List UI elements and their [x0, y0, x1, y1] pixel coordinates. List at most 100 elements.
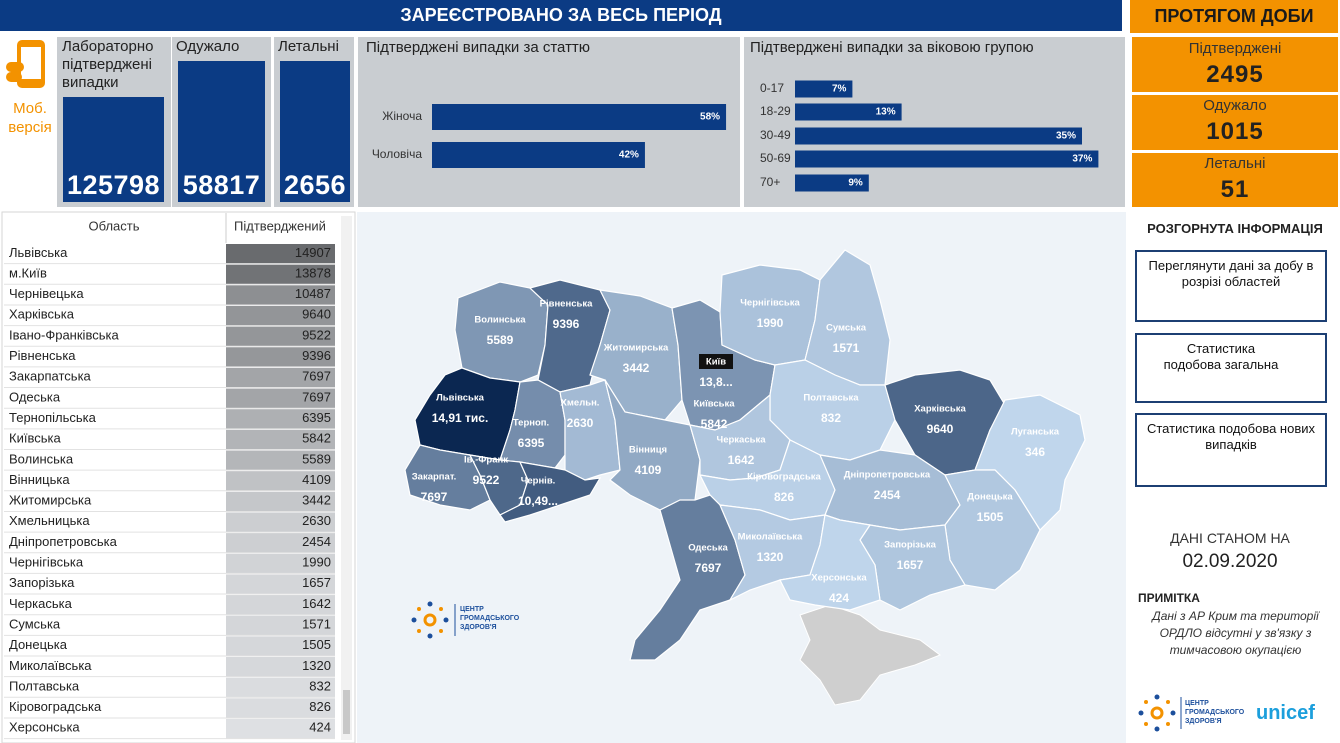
region-label: Рівненська	[540, 299, 593, 310]
region-name: Хмельницька	[9, 513, 90, 528]
scroll-thumb[interactable]	[343, 690, 350, 734]
link-button[interactable]: Переглянути дані за добу в розрізі облас…	[1135, 250, 1327, 322]
value-label: 58%	[700, 112, 720, 123]
value-shade	[226, 409, 335, 429]
region-value: 10487	[295, 286, 331, 301]
date: 02.09.2020	[1182, 551, 1278, 572]
city-label-box	[699, 354, 733, 369]
region-label: Терноп.	[513, 418, 549, 429]
region-label: Запорізька	[884, 540, 937, 551]
link-text[interactable]: Статистика подобова нових випадків	[1146, 421, 1316, 452]
value-label: 7%	[832, 84, 847, 95]
region-label: Львівська	[436, 393, 484, 404]
partner-logo: unicef	[1256, 702, 1315, 724]
value-shade	[226, 512, 335, 533]
region-value: 1505	[302, 637, 331, 652]
kpi-label: Лабораторно підтверджені випадки	[62, 38, 154, 91]
region-label: Миколаївська	[738, 532, 803, 543]
bar	[795, 174, 869, 192]
daily-header-bar	[1130, 0, 1338, 33]
chart-title: Підтверджені випадки за віковою групою	[750, 39, 1034, 56]
bar	[795, 127, 1082, 145]
value-shade	[226, 533, 335, 553]
region-label: Житомирська	[603, 343, 669, 354]
map-region	[719, 264, 821, 366]
bar	[432, 104, 727, 130]
mobile-link[interactable]: Моб. версія	[8, 100, 52, 136]
link-text[interactable]: Статистика подобова загальна	[1163, 341, 1279, 372]
region-name: Рівненська	[9, 348, 76, 363]
category-label: Жіноча	[382, 109, 422, 123]
link-button[interactable]: Статистика подобова загальна	[1135, 333, 1327, 403]
value-shade	[226, 264, 335, 285]
region-label: Волинська	[474, 315, 526, 326]
region-value: 826	[309, 699, 331, 714]
map-region	[499, 461, 602, 523]
region-value: 7697	[421, 490, 448, 504]
region-value: 4109	[635, 463, 662, 477]
value-shade	[226, 367, 335, 388]
region-value: 1505	[977, 510, 1004, 524]
value-shade	[226, 595, 335, 615]
region-name: Вінницька	[9, 472, 70, 487]
footer-logo-icon	[1138, 694, 1176, 732]
phone-icon[interactable]	[6, 40, 45, 88]
daily-card	[1132, 37, 1338, 92]
footer-logo: ЦЕНТР ГРОМАДСЬКОГО ЗДОРОВ'Я	[1185, 699, 1244, 726]
region-value: 13878	[295, 265, 331, 280]
region-label: Чернігівська	[740, 298, 800, 309]
region-value: 826	[774, 490, 794, 504]
value-shade	[226, 450, 335, 471]
scrollbar[interactable]	[341, 216, 352, 740]
value-shade	[226, 388, 335, 409]
logo-line: ЦЕНТР	[1185, 700, 1209, 707]
link-text[interactable]: Переглянути дані за добу в розрізі облас…	[1148, 258, 1314, 289]
region-value: 1571	[833, 341, 860, 355]
region-label: Луганська	[1011, 427, 1060, 438]
value-shade	[226, 574, 335, 595]
bar	[795, 103, 902, 121]
region-label: Київ	[706, 357, 726, 368]
region-name: Одеська	[9, 389, 61, 404]
kpi-value: 58817	[182, 170, 261, 200]
link-button[interactable]: Статистика подобова нових випадків	[1135, 413, 1327, 487]
region-value: 7697	[302, 369, 331, 384]
kpi-label: Одужало	[176, 38, 240, 55]
value-label: 13%	[876, 107, 896, 118]
note: Дані з АР Крим та території ОРДЛО відсут…	[1152, 609, 1319, 657]
region-label: Черкаська	[717, 435, 767, 446]
value-shade	[226, 305, 335, 326]
region-value: 13,8...	[699, 375, 732, 389]
map-logo-icon	[411, 601, 449, 639]
logo-line: ГРОМАДСЬКОГО	[1185, 709, 1245, 716]
region-value: 2454	[302, 534, 331, 549]
value-shade	[226, 471, 335, 491]
region-name: Херсонська	[9, 720, 80, 735]
daily-value: 2495	[1206, 61, 1264, 88]
region-label: Харківська	[914, 404, 966, 415]
daily-value: 51	[1220, 176, 1250, 203]
region-value: 346	[1025, 445, 1045, 459]
value-shade	[226, 326, 335, 347]
region-value: 2630	[567, 416, 594, 430]
value-shade	[226, 677, 335, 698]
map-region	[559, 379, 621, 481]
region-value: 14,91 тис.	[432, 411, 489, 425]
value-shade	[226, 553, 335, 574]
region-value: 1657	[302, 575, 331, 590]
value-label: 35%	[1056, 131, 1076, 142]
value-label: 37%	[1072, 154, 1092, 165]
region-value: 14907	[295, 245, 331, 260]
region-label: Хмельн.	[561, 398, 600, 409]
kpi-value: 125798	[66, 170, 161, 200]
region-value: 424	[309, 720, 331, 735]
daily-label: Підтверджені	[1188, 40, 1282, 57]
category-label: 50-69	[760, 151, 791, 165]
value-label: 42%	[619, 150, 639, 161]
region-label: Чернів.	[521, 476, 556, 487]
category-label: 30-49	[760, 128, 791, 142]
region-name: Запорізька	[9, 575, 75, 590]
region-label: Полтавська	[803, 393, 859, 404]
region-name: м.Київ	[9, 265, 47, 280]
region-name: Черкаська	[9, 596, 73, 611]
